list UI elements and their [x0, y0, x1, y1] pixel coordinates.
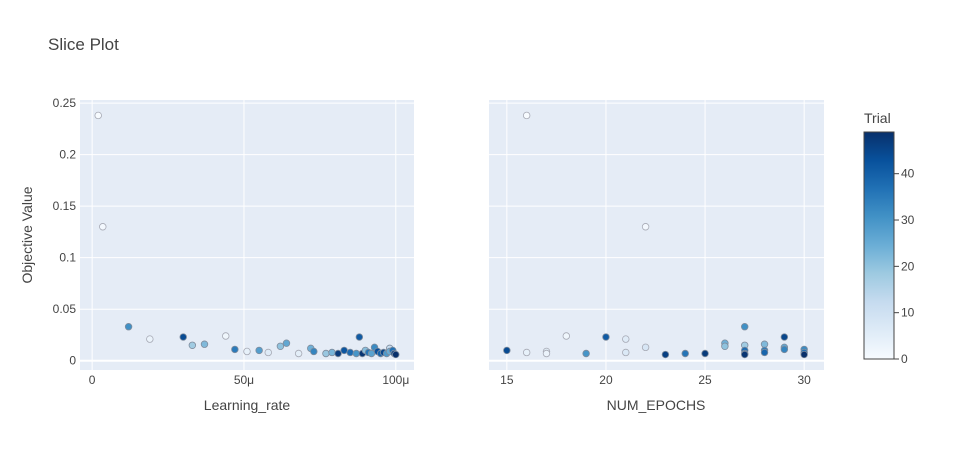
colorbar-gradient — [863, 131, 895, 360]
data-point[interactable] — [200, 340, 209, 348]
y-tick-label: 0 — [69, 354, 76, 368]
x-axis-title-learning-rate: Learning_rate — [204, 397, 291, 413]
x-tick-label: 0 — [89, 373, 96, 387]
data-point[interactable] — [255, 346, 263, 355]
colorbar-tick-label: 40 — [901, 167, 915, 181]
data-point[interactable] — [780, 333, 789, 341]
data-point[interactable] — [294, 349, 303, 358]
colorbar-tick-label: 20 — [901, 259, 915, 273]
colorbar-tick-label: 10 — [901, 306, 915, 320]
data-point[interactable] — [681, 349, 689, 358]
y-tick-label: 0.15 — [53, 199, 77, 213]
data-point[interactable] — [346, 348, 354, 357]
points-learning-rate — [94, 111, 400, 359]
data-point[interactable] — [392, 350, 400, 359]
colorbar-tick-label: 0 — [901, 352, 908, 366]
y-ticks: 0 0.05 0.1 0.15 0.2 0.25 — [53, 96, 77, 368]
data-point[interactable] — [367, 349, 376, 358]
data-point[interactable] — [282, 339, 291, 347]
data-point[interactable] — [582, 349, 590, 358]
data-point[interactable] — [99, 223, 107, 231]
data-point[interactable] — [780, 345, 789, 354]
data-point[interactable] — [760, 340, 769, 348]
data-point[interactable] — [701, 349, 709, 358]
data-point[interactable] — [641, 223, 650, 231]
panel-learning-rate: 0 50μ 100μ Learning_rate — [80, 100, 414, 413]
data-point[interactable] — [222, 332, 230, 340]
data-point[interactable] — [542, 349, 551, 358]
data-point[interactable] — [760, 348, 769, 357]
colorbar-title: Trial — [864, 110, 891, 126]
x-ticks-num-epochs: 15 20 25 30 — [500, 373, 811, 387]
data-point[interactable] — [503, 346, 511, 355]
grid-learning-rate — [80, 100, 414, 370]
data-point[interactable] — [340, 346, 348, 355]
data-point[interactable] — [328, 348, 336, 357]
data-point[interactable] — [741, 350, 749, 359]
data-point[interactable] — [741, 323, 749, 331]
data-point[interactable] — [276, 342, 285, 350]
points-num-epochs — [503, 111, 808, 359]
data-point[interactable] — [231, 345, 239, 354]
data-point[interactable] — [800, 350, 808, 359]
y-axis-title: Objective Value — [19, 186, 35, 283]
data-point[interactable] — [322, 349, 330, 358]
x-tick-label: 25 — [698, 373, 712, 387]
data-point[interactable] — [522, 111, 531, 120]
x-tick-label: 100μ — [382, 373, 409, 387]
data-point[interactable] — [661, 350, 670, 359]
data-point[interactable] — [264, 348, 272, 357]
data-point[interactable] — [146, 335, 154, 343]
data-point[interactable] — [179, 333, 187, 341]
y-tick-label: 0.25 — [53, 96, 77, 110]
x-axis-title-num-epochs: NUM_EPOCHS — [607, 397, 706, 413]
x-tick-label: 20 — [599, 373, 613, 387]
plot-area-learning-rate[interactable] — [80, 100, 414, 370]
data-point[interactable] — [334, 349, 342, 358]
data-point[interactable] — [641, 343, 650, 352]
x-tick-label: 15 — [500, 373, 514, 387]
chart-title: Slice Plot — [48, 35, 119, 54]
colorbar-ticks: 0 10 20 30 40 — [894, 167, 915, 366]
plot-area-num-epochs[interactable] — [489, 100, 824, 370]
data-point[interactable] — [602, 333, 610, 341]
data-point[interactable] — [622, 348, 630, 357]
data-point[interactable] — [721, 342, 729, 350]
data-point[interactable] — [562, 332, 571, 340]
y-tick-label: 0.1 — [59, 251, 76, 265]
data-point[interactable] — [355, 333, 364, 341]
data-point[interactable] — [522, 348, 531, 357]
colorbar-tick-label: 30 — [901, 213, 915, 227]
data-point[interactable] — [352, 349, 361, 358]
data-point[interactable] — [310, 347, 318, 356]
panel-num-epochs: 15 20 25 30 NUM_EPOCHS — [489, 100, 824, 413]
data-point[interactable] — [243, 347, 251, 356]
data-point[interactable] — [188, 341, 197, 349]
x-ticks-learning-rate: 0 50μ 100μ — [89, 373, 410, 387]
data-point[interactable] — [124, 323, 133, 331]
colorbar: Trial 0 10 20 30 40 — [863, 110, 915, 366]
grid-num-epochs — [489, 100, 824, 370]
x-tick-label: 50μ — [234, 373, 254, 387]
data-point[interactable] — [622, 335, 630, 343]
y-tick-label: 0.05 — [53, 302, 77, 316]
data-point[interactable] — [94, 111, 102, 120]
x-tick-label: 30 — [797, 373, 811, 387]
y-tick-label: 0.2 — [59, 148, 76, 162]
